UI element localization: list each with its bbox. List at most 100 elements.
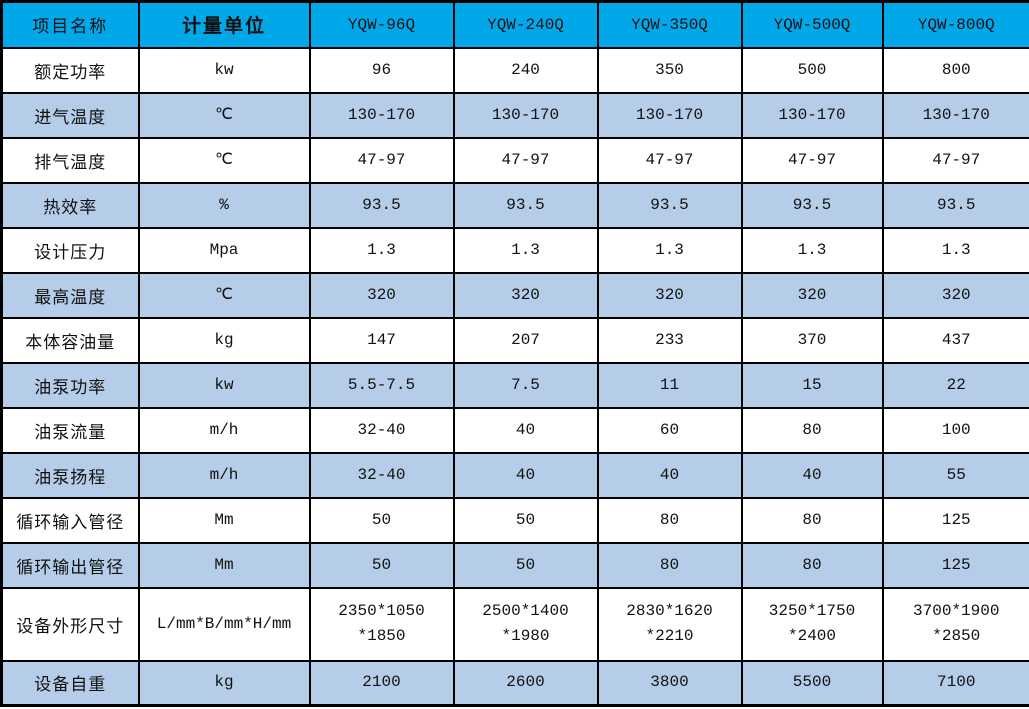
- table-row: 进气温度 ℃ 130-170 130-170 130-170 130-170 130-170: [0, 91, 1029, 139]
- value-cell: 50: [452, 541, 599, 589]
- unit-cell: Mpa: [137, 226, 311, 274]
- value-cell: 40: [452, 406, 599, 454]
- table-row: 最高温度 ℃ 320 320 320 320 320: [0, 271, 1029, 319]
- value-cell: 1.3: [881, 226, 1029, 274]
- unit-cell: L/mm*B/mm*H/mm: [137, 586, 311, 662]
- row-label-cell: 进气温度: [0, 91, 140, 139]
- model-header-cell: YQW-350Q: [596, 0, 743, 49]
- table-row: 设备外形尺寸 L/mm*B/mm*H/mm 2350*1050 *1850 2500*…: [0, 586, 1029, 662]
- unit-cell: kg: [137, 659, 311, 707]
- value-cell: 50: [452, 496, 599, 544]
- table-row: 油泵流量 m/h 32-40 40 60 80 100: [0, 406, 1029, 454]
- value-cell: 80: [740, 496, 884, 544]
- value-cell: 350: [596, 46, 743, 94]
- table-row: 循环输出管径 Mm 50 50 80 80 125: [0, 541, 1029, 589]
- table-row: 设备自重 kg 2100 2600 3800 5500 7100: [0, 659, 1029, 707]
- value-cell: 147: [308, 316, 455, 364]
- value-cell: 207: [452, 316, 599, 364]
- value-cell: 100: [881, 406, 1029, 454]
- table-row: 循环输入管径 Mm 50 50 80 80 125: [0, 496, 1029, 544]
- value-cell: 5500: [740, 659, 884, 707]
- value-cell: 40: [740, 451, 884, 499]
- table-row: 油泵功率 kw 5.5-7.5 7.5 11 15 22: [0, 361, 1029, 409]
- value-cell: 2350*1050 *1850: [308, 586, 455, 662]
- unit-cell: ℃: [137, 271, 311, 319]
- value-cell: 93.5: [308, 181, 455, 229]
- unit-cell: kw: [137, 361, 311, 409]
- unit-cell: kw: [137, 46, 311, 94]
- value-cell: 130-170: [308, 91, 455, 139]
- model-header-cell: YQW-240Q: [452, 0, 599, 49]
- value-cell: 130-170: [452, 91, 599, 139]
- value-cell: 320: [452, 271, 599, 319]
- value-cell: 1.3: [596, 226, 743, 274]
- value-cell: 320: [740, 271, 884, 319]
- row-label-cell: 额定功率: [0, 46, 140, 94]
- value-cell: 93.5: [452, 181, 599, 229]
- value-cell: 320: [596, 271, 743, 319]
- value-cell: 32-40: [308, 451, 455, 499]
- row-label-cell: 设计压力: [0, 226, 140, 274]
- value-cell: 240: [452, 46, 599, 94]
- value-cell: 80: [596, 496, 743, 544]
- value-cell: 80: [740, 541, 884, 589]
- value-cell: 55: [881, 451, 1029, 499]
- row-label-cell: 油泵功率: [0, 361, 140, 409]
- value-cell: 2830*1620 *2210: [596, 586, 743, 662]
- value-cell: 1.3: [452, 226, 599, 274]
- table-row: 额定功率 kw 96 240 350 500 800: [0, 46, 1029, 94]
- value-cell: 2600: [452, 659, 599, 707]
- value-cell: 80: [740, 406, 884, 454]
- model-header-cell: YQW-500Q: [740, 0, 884, 49]
- value-cell: 1.3: [740, 226, 884, 274]
- value-cell: 5.5-7.5: [308, 361, 455, 409]
- value-cell: 1.3: [308, 226, 455, 274]
- value-cell: 320: [881, 271, 1029, 319]
- row-label-cell: 油泵流量: [0, 406, 140, 454]
- value-cell: 40: [596, 451, 743, 499]
- value-cell: 7100: [881, 659, 1029, 707]
- row-label-cell: 设备外形尺寸: [0, 586, 140, 662]
- value-cell: 47-97: [596, 136, 743, 184]
- unit-cell: ℃: [137, 91, 311, 139]
- value-cell: 437: [881, 316, 1029, 364]
- table-row: 设计压力 Mpa 1.3 1.3 1.3 1.3 1.3: [0, 226, 1029, 274]
- value-cell: 96: [308, 46, 455, 94]
- value-cell: 50: [308, 496, 455, 544]
- value-cell: 22: [881, 361, 1029, 409]
- value-cell: 3250*1750 *2400: [740, 586, 884, 662]
- value-cell: 233: [596, 316, 743, 364]
- table-row: 排气温度 ℃ 47-97 47-97 47-97 47-97 47-97: [0, 136, 1029, 184]
- item-name-header-cell: 项目名称: [0, 0, 140, 49]
- model-header-cell: YQW-800Q: [881, 0, 1029, 49]
- unit-header-cell: 计量单位: [137, 0, 311, 49]
- row-label-cell: 最高温度: [0, 271, 140, 319]
- value-cell: 320: [308, 271, 455, 319]
- value-cell: 50: [308, 541, 455, 589]
- value-cell: 60: [596, 406, 743, 454]
- value-cell: 93.5: [881, 181, 1029, 229]
- value-cell: 800: [881, 46, 1029, 94]
- value-cell: 2100: [308, 659, 455, 707]
- unit-cell: m/h: [137, 406, 311, 454]
- value-cell: 47-97: [308, 136, 455, 184]
- row-label-cell: 设备自重: [0, 659, 140, 707]
- value-cell: 130-170: [596, 91, 743, 139]
- value-cell: 130-170: [881, 91, 1029, 139]
- row-label-cell: 热效率: [0, 181, 140, 229]
- table-row: 热效率% 93.5 93.5 93.5 93.5 93.5: [0, 181, 1029, 229]
- value-cell: 500: [740, 46, 884, 94]
- value-cell: 3700*1900 *2850: [881, 586, 1029, 662]
- table-row: 本体容油量 kg 147 207 233 370 437: [0, 316, 1029, 364]
- row-label-cell: 循环输出管径: [0, 541, 140, 589]
- row-label-cell: 油泵扬程: [0, 451, 140, 499]
- value-cell: 3800: [596, 659, 743, 707]
- unit-cell: Mm: [137, 496, 311, 544]
- value-cell: 7.5: [452, 361, 599, 409]
- value-cell: 125: [881, 541, 1029, 589]
- value-cell: 130-170: [740, 91, 884, 139]
- unit-cell: m/h: [137, 451, 311, 499]
- value-cell: 125: [881, 496, 1029, 544]
- value-cell: 15: [740, 361, 884, 409]
